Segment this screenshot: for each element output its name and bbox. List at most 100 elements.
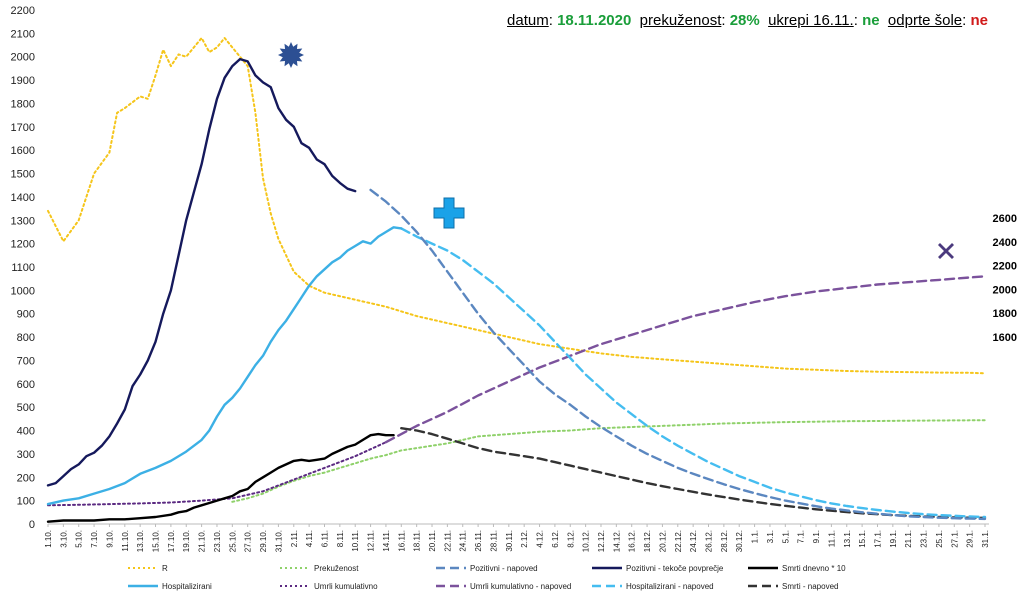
x-tick-label: 24.12. (689, 530, 698, 552)
y-right-tick-label: 2000 (993, 284, 1017, 296)
y-right-tick-label: 2200 (993, 261, 1017, 273)
x-tick-label: 28.12. (720, 530, 729, 552)
series-line-hospitalizirani (46, 226, 403, 506)
x-tick-label: 30.12. (735, 530, 744, 552)
x-tick-label: 9.10. (105, 530, 114, 548)
y-tick-label: 300 (17, 449, 35, 461)
legend-label: Pozitivni - napoved (470, 564, 538, 573)
x-tick-label: 17.1. (873, 530, 882, 548)
series-line-hospitalizirani-napoved (400, 227, 987, 519)
series-line-pozitivni-napoved (369, 188, 987, 521)
icons-group (278, 42, 954, 259)
x-tick-label: 2.12. (520, 530, 529, 548)
x-tick-label: 23.10. (213, 530, 222, 552)
series-line-umrli-kumulativno-napoved (384, 275, 987, 444)
series-line-pozitivni-teko-e-povpre-je (46, 57, 357, 487)
hospital-cross-icon (433, 197, 465, 229)
y-tick-label: 0 (29, 519, 35, 531)
x-tick-label: 4.11. (305, 530, 314, 547)
series-line-umrli-kumulativno (47, 441, 387, 507)
series-line-preku-enost (231, 419, 986, 503)
x-tick-label: 16.12. (628, 530, 637, 552)
x-tick-label: 10.12. (582, 530, 591, 552)
x-tick-label: 25.10. (228, 530, 237, 552)
x-tick-label: 14.11. (382, 530, 391, 552)
x-tick-label: 3.10. (59, 530, 68, 548)
x-tick-label: 11.1. (827, 530, 836, 547)
x-tick-label: 20.11. (428, 530, 437, 552)
y-right-tick-label: 1800 (993, 308, 1017, 320)
x-tick-label: 8.12. (566, 530, 575, 548)
x-tick-label: 17.10. (167, 530, 176, 552)
x-tick-label: 11.10. (121, 530, 130, 552)
x-tick-label: 28.11. (489, 530, 498, 552)
datum-label: datum (507, 12, 549, 29)
x-tick-label: 21.1. (904, 530, 913, 548)
legend-label: Hospitalizirani (162, 582, 212, 591)
x-tick-label: 22.11. (443, 530, 452, 552)
y-tick-label: 600 (17, 379, 35, 391)
x-tick-label: 24.11. (459, 530, 468, 552)
x-tick-label: 21.10. (198, 530, 207, 552)
x-tick-label: 29.1. (966, 530, 975, 548)
y-tick-label: 1100 (11, 262, 35, 274)
y-tick-label: 2100 (11, 28, 35, 40)
prekuzenost-value: 28% (729, 12, 760, 29)
y-tick-label: 1300 (11, 215, 35, 227)
x-tick-label: 3.1. (766, 530, 775, 543)
x-tick-label: 13.10. (136, 530, 145, 552)
series-line-smrti-dnevno-10 (46, 432, 395, 523)
x-tick-label: 15.10. (152, 530, 161, 552)
y-right-tick-label: 2400 (993, 237, 1017, 249)
y-tick-label: 200 (17, 472, 35, 484)
x-tick-label: 5.10. (75, 530, 84, 548)
x-tick-label: 25.1. (935, 530, 944, 548)
x-tick-label: 7.1. (797, 530, 806, 543)
x-tick-label: 1.1. (751, 530, 760, 543)
x-tick-label: 31.10. (274, 530, 283, 552)
legend-label: Smrti dnevno * 10 (782, 564, 846, 573)
x-tick-label: 18.12. (643, 530, 652, 552)
x-tick-label: 27.10. (244, 530, 253, 552)
x-tick-label: 1.10. (44, 530, 53, 548)
datum-value: 18.11.2020 (557, 12, 632, 29)
y-right-tick-label: 2600 (993, 213, 1017, 225)
y-tick-label: 1800 (11, 98, 35, 110)
series-group (46, 37, 987, 523)
x-tick-label: 8.11. (336, 530, 345, 547)
x-tick-label: 19.10. (182, 530, 191, 552)
y-tick-label: 1900 (11, 75, 35, 87)
legend-label: Prekuženost (314, 564, 359, 573)
x-tick-label: 20.12. (658, 530, 667, 552)
x-tick-label: 13.1. (843, 530, 852, 548)
y-tick-label: 900 (17, 309, 35, 321)
y-tick-label: 800 (17, 332, 35, 344)
x-tick-label: 10.11. (351, 530, 360, 552)
y-tick-label: 1700 (11, 122, 35, 134)
x-tick-label: 18.11. (413, 530, 422, 552)
prekuzenost-label: prekuženost (639, 12, 722, 29)
series-line-r (47, 37, 986, 375)
ukrepi-label: ukrepi 16.11. (768, 12, 854, 29)
x-tick-label: 16.11. (397, 530, 406, 552)
x-tick-label: 23.1. (920, 530, 929, 548)
x-tick-label: 29.10. (259, 530, 268, 552)
axes: 0 100 200 300 400 500 600 700 800 900 1000 1100 1200… (11, 5, 1017, 552)
x-tick-label: 22.12. (674, 530, 683, 552)
x-tick-label: 4.12. (536, 530, 545, 548)
x-tick-label: 31.1. (981, 530, 990, 548)
x-tick-label: 26.12. (705, 530, 714, 552)
y-right-tick-label: 1600 (993, 332, 1017, 344)
legend-label: Hospitalizirani - napoved (626, 582, 714, 591)
y-tick-label: 100 (17, 496, 35, 508)
x-tick-label: 5.1. (781, 530, 790, 543)
y-tick-label: 500 (17, 402, 35, 414)
x-tick-label: 2.11. (290, 530, 299, 547)
death-cross-icon (938, 243, 954, 259)
header-status: datum: 18.11.2020 prekuženost: 28% ukrep… (507, 12, 988, 29)
x-tick-label: 12.11. (367, 530, 376, 552)
y-tick-label: 1600 (11, 145, 35, 157)
y-tick-label: 1200 (11, 239, 35, 251)
x-tick-label: 9.1. (812, 530, 821, 543)
